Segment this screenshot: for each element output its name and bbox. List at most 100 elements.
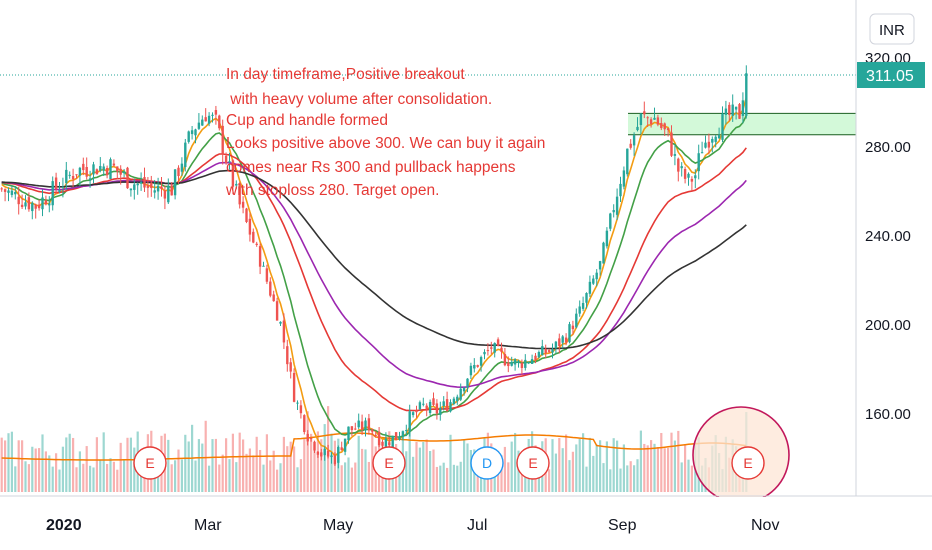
volume-bar xyxy=(595,444,598,492)
volume-bar xyxy=(354,462,357,492)
volume-bar xyxy=(197,439,200,492)
candle-body xyxy=(88,178,92,181)
candle-body xyxy=(221,125,224,155)
volume-bar xyxy=(408,432,411,492)
volume-bar xyxy=(289,441,292,492)
candle-body xyxy=(738,104,741,119)
candle-body xyxy=(510,361,513,366)
volume-bar xyxy=(34,448,37,492)
volume-bar xyxy=(21,440,24,492)
candle-body xyxy=(592,278,595,284)
event-marker-1[interactable]: E xyxy=(133,446,167,480)
candle-body xyxy=(167,185,170,203)
candle-body xyxy=(122,171,126,174)
candle-body xyxy=(721,113,724,140)
volume-bar xyxy=(262,464,265,492)
volume-bar xyxy=(643,443,646,492)
volume-bar xyxy=(14,466,17,492)
candle-body xyxy=(153,190,156,193)
volume-bar xyxy=(177,449,180,492)
candle-body xyxy=(170,185,173,196)
y-tick-160: 160.00 xyxy=(865,406,911,423)
candle-body xyxy=(173,169,177,196)
candle-body xyxy=(459,388,462,400)
candle-body xyxy=(483,351,486,355)
volume-bar xyxy=(510,441,513,492)
candle-body xyxy=(68,174,71,176)
volume-bar xyxy=(55,453,58,492)
event-marker-5[interactable]: E xyxy=(731,446,765,480)
candle-body xyxy=(187,131,190,142)
volume-bar xyxy=(463,439,466,492)
volume-bar xyxy=(252,455,255,492)
currency-button[interactable] xyxy=(869,13,915,45)
candle-body xyxy=(0,188,3,190)
volume-bar xyxy=(211,439,214,492)
volume-bar xyxy=(0,437,3,492)
volume-bar xyxy=(235,462,238,492)
volume-bar xyxy=(123,459,126,492)
event-marker-3[interactable]: D xyxy=(470,446,504,480)
volume-bar xyxy=(218,464,221,492)
volume-bar xyxy=(282,436,285,492)
volume-bar xyxy=(432,449,435,492)
volume-bar xyxy=(10,431,13,492)
candle-body xyxy=(143,177,146,188)
candle-body xyxy=(432,398,435,405)
event-marker-4[interactable]: E xyxy=(516,446,550,480)
volume-bar xyxy=(425,439,428,492)
volume-bar xyxy=(129,437,132,492)
candle-body xyxy=(367,418,371,431)
candle-body xyxy=(323,448,326,456)
volume-bar xyxy=(653,443,656,492)
volume-bar xyxy=(119,442,122,492)
candle-body xyxy=(394,432,398,441)
candle-body xyxy=(568,324,571,343)
volume-bar xyxy=(170,464,173,492)
volume-bar xyxy=(690,465,693,492)
volume-bar xyxy=(75,467,78,492)
event-circle xyxy=(470,446,504,480)
volume-bar xyxy=(612,438,615,492)
volume-bar xyxy=(180,459,183,492)
candle-body xyxy=(660,122,663,129)
candle-body xyxy=(486,350,490,352)
volume-bar xyxy=(276,469,279,492)
candle-body xyxy=(309,438,313,440)
volume-bar xyxy=(187,441,190,492)
volume-bar xyxy=(639,430,642,492)
volume-bar xyxy=(364,449,367,492)
volume-bar xyxy=(306,411,309,492)
x-tick-2020: 2020 xyxy=(46,517,82,534)
volume-bar xyxy=(616,440,619,492)
candle-body xyxy=(731,104,734,116)
event-label: D xyxy=(482,455,492,471)
candle-body xyxy=(238,183,241,205)
volume-bar xyxy=(316,431,319,492)
candle-body xyxy=(320,452,323,457)
volume-bar xyxy=(265,434,268,492)
time-axis-panel[interactable] xyxy=(0,497,856,550)
event-marker-2[interactable]: E xyxy=(372,446,406,480)
candle-body xyxy=(231,160,235,187)
event-label: E xyxy=(528,455,537,471)
volume-bar xyxy=(626,465,629,492)
candle-body xyxy=(78,167,82,176)
candle-body xyxy=(20,204,24,208)
candle-body xyxy=(680,166,683,169)
volume-bar xyxy=(310,433,313,492)
candle-body xyxy=(299,405,303,414)
candle-body xyxy=(82,163,85,171)
candle-body xyxy=(687,173,690,178)
volume-bar xyxy=(208,465,211,492)
candle-body xyxy=(51,181,54,206)
volume-bar xyxy=(507,462,510,492)
volume-bar xyxy=(548,469,551,492)
event-circle xyxy=(372,446,406,480)
candle-body xyxy=(377,431,381,446)
candle-body xyxy=(326,450,330,457)
candle-body xyxy=(411,412,415,416)
event-label: E xyxy=(384,455,393,471)
volume-bar xyxy=(405,451,408,492)
